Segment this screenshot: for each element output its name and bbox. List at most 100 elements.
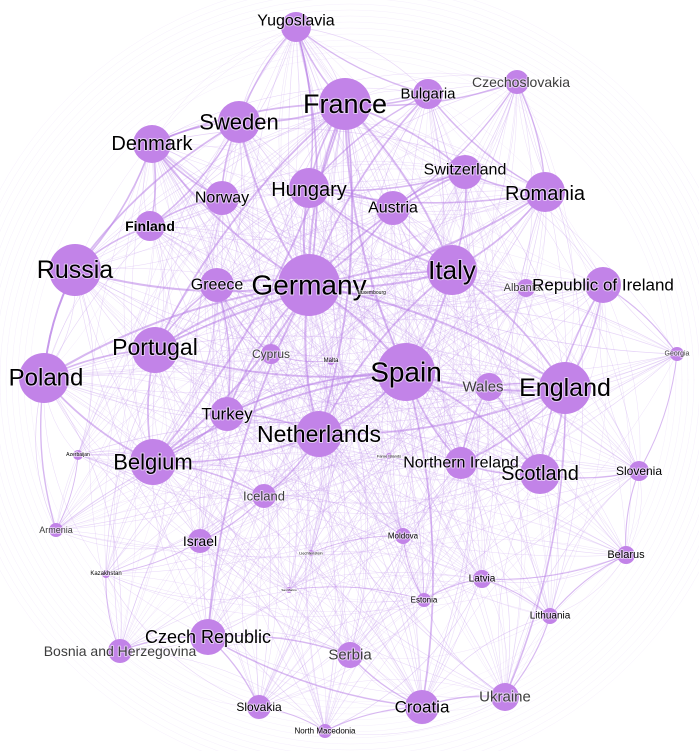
mesh-edge-263: [105, 197, 223, 575]
node-armenia[interactable]: [49, 523, 63, 537]
node-malta[interactable]: [327, 357, 335, 365]
node-north-macedonia[interactable]: [318, 724, 332, 738]
mesh-edge-210: [488, 191, 546, 388]
node-san-marino[interactable]: [286, 587, 292, 593]
mesh-edge-642: [288, 470, 640, 591]
node-bosnia-and-herzegovina[interactable]: [108, 639, 132, 663]
node-turkey[interactable]: [210, 397, 244, 431]
mesh-edge-684: [310, 551, 551, 617]
node-switzerland[interactable]: [448, 155, 482, 189]
mesh-edge-74: [405, 93, 444, 373]
node-ukraine[interactable]: [491, 683, 519, 711]
node-belgium[interactable]: [130, 439, 176, 485]
node-poland[interactable]: [19, 353, 69, 403]
node-lithuania[interactable]: [542, 608, 558, 624]
node-denmark[interactable]: [133, 125, 171, 163]
ring-edge-7: [0, 15, 699, 745]
node-austria[interactable]: [376, 191, 410, 225]
node-kazakhstan[interactable]: [102, 570, 110, 578]
node-northern-ireland[interactable]: [445, 447, 477, 479]
edge-england-ukraine: [504, 387, 566, 698]
node-azerbaijan[interactable]: [73, 450, 83, 460]
mesh-edge-402: [330, 287, 527, 362]
mesh-edge-219: [509, 191, 551, 617]
mesh-edge-298: [149, 225, 390, 457]
node-scotland[interactable]: [520, 454, 560, 494]
label-poland: Poland: [9, 365, 84, 392]
node-serbia[interactable]: [337, 642, 363, 668]
node-cyprus[interactable]: [261, 344, 281, 364]
label-slovakia: Slovakia: [236, 700, 282, 714]
node-finland[interactable]: [135, 211, 165, 241]
mesh-edge-311: [74, 269, 678, 375]
mesh-edge-636: [421, 462, 469, 708]
mesh-edge-284: [392, 207, 446, 601]
node-israel[interactable]: [188, 529, 212, 553]
node-norway[interactable]: [205, 181, 239, 215]
node-albania[interactable]: [517, 279, 535, 297]
node-georgia[interactable]: [670, 347, 684, 361]
label-finland: Finland: [125, 218, 175, 234]
mesh-edge-209: [43, 191, 546, 379]
mesh-edge-665: [55, 529, 201, 550]
mesh-edge-506: [105, 371, 407, 575]
node-russia[interactable]: [49, 244, 101, 296]
node-england[interactable]: [539, 362, 591, 414]
mesh-edge-482: [330, 360, 390, 457]
mesh-edge-664: [242, 495, 265, 708]
mesh-edge-653: [498, 473, 541, 698]
node-luxembourg[interactable]: [369, 290, 375, 296]
node-spain[interactable]: [377, 343, 435, 401]
node-estonia[interactable]: [417, 593, 431, 607]
node-moldova[interactable]: [395, 528, 411, 544]
mesh-edge-217: [288, 191, 546, 591]
mesh-edge-274: [154, 207, 394, 351]
mesh-edge-323: [74, 269, 551, 617]
mesh-edge-362: [226, 269, 453, 415]
node-netherlands[interactable]: [296, 411, 342, 457]
mesh-edge-249: [221, 197, 453, 271]
mesh-edge-166: [151, 143, 627, 556]
node-romania[interactable]: [525, 172, 565, 212]
mesh-edge-414: [119, 287, 527, 652]
mesh-edge-59: [344, 103, 551, 617]
mesh-edge-540: [43, 377, 290, 591]
label-israel: Israel: [183, 533, 217, 549]
mesh-edge-99: [516, 81, 574, 389]
node-germany[interactable]: [278, 254, 340, 316]
node-portugal[interactable]: [132, 327, 178, 373]
mesh-edge-597: [318, 433, 425, 601]
mesh-edge-678: [402, 535, 551, 617]
node-slovakia[interactable]: [247, 695, 271, 719]
mesh-edge-609: [77, 454, 290, 591]
node-bulgaria[interactable]: [413, 79, 443, 109]
node-faroe-islands[interactable]: [386, 453, 392, 459]
mesh-edge-188: [460, 171, 490, 464]
node-republic-of-ireland[interactable]: [585, 267, 621, 303]
mesh-edge-430: [602, 284, 641, 556]
node-latvia[interactable]: [473, 570, 491, 588]
node-slovenia[interactable]: [629, 461, 649, 481]
mesh-edge-200: [221, 191, 546, 225]
node-yugoslavia[interactable]: [281, 12, 311, 42]
node-wales[interactable]: [475, 373, 503, 401]
mesh-edge-425: [460, 284, 604, 464]
node-croatia[interactable]: [405, 690, 439, 724]
mesh-edge-451: [256, 292, 373, 708]
mesh-edge-433: [504, 284, 608, 698]
node-italy[interactable]: [427, 245, 477, 295]
node-czechoslovakia[interactable]: [505, 70, 529, 94]
label-netherlands: Netherlands: [257, 421, 381, 447]
mesh-edge-154: [43, 143, 153, 379]
node-iceland[interactable]: [252, 484, 276, 508]
node-france[interactable]: [319, 78, 371, 130]
node-sweden[interactable]: [218, 101, 260, 143]
mesh-edge-130: [216, 121, 265, 497]
mesh-edge-571: [119, 387, 566, 652]
node-belarus[interactable]: [617, 546, 635, 564]
node-czech-republic[interactable]: [190, 619, 226, 655]
node-greece[interactable]: [200, 268, 234, 302]
edge-netherlands-england: [318, 387, 566, 436]
node-hungary[interactable]: [289, 168, 329, 208]
node-liechtenstein[interactable]: [308, 550, 314, 556]
